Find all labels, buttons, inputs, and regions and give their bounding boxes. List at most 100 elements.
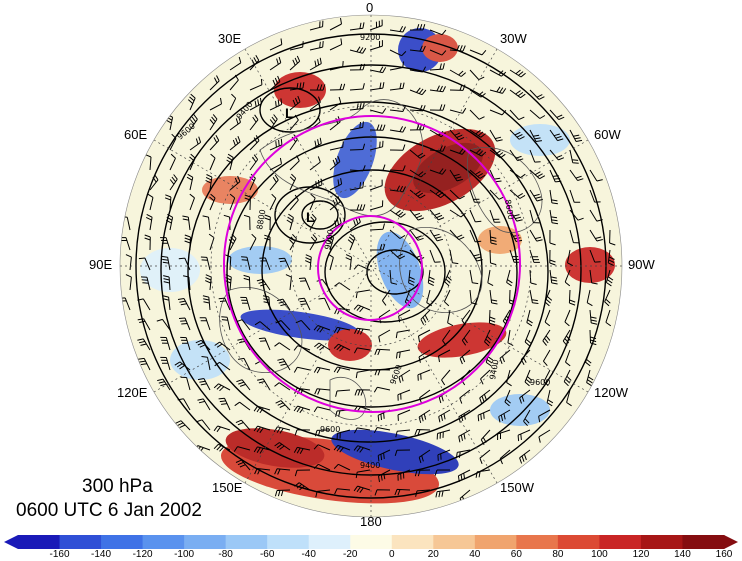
wind-barb (389, 61, 404, 71)
wind-barb (415, 489, 431, 497)
wind-barb (469, 109, 485, 120)
wind-barb (196, 419, 211, 431)
wind-barb (609, 229, 616, 246)
wind-barb (389, 209, 406, 218)
wind-barb (509, 149, 524, 162)
wind-barb (489, 289, 498, 305)
wind-barb (549, 169, 562, 183)
wind-barb (469, 89, 486, 98)
wind-barb (241, 256, 251, 271)
lon-label-120e: 120E (117, 385, 148, 400)
wind-barb (489, 149, 506, 159)
wind-barb (397, 469, 411, 481)
wind-barb (182, 215, 191, 231)
wind-barb (264, 214, 271, 231)
colorbar-swatch (142, 535, 185, 549)
wind-barb (397, 409, 411, 421)
wind-barb (226, 153, 234, 171)
wind-barb (509, 189, 526, 199)
wind-barb (585, 349, 592, 367)
wind-barb (589, 309, 598, 325)
wind-barb (354, 327, 371, 335)
wind-barb (484, 329, 492, 347)
low-pressure-marker: L (306, 209, 315, 225)
contour-label: 9600 (530, 378, 550, 387)
wind-barb (549, 209, 559, 225)
wind-barb (542, 329, 551, 346)
wind-barb (275, 320, 291, 331)
wind-barb (538, 409, 551, 423)
wind-barb (418, 329, 431, 343)
wind-barb (229, 136, 241, 151)
wind-barb (461, 309, 471, 326)
wind-barb (177, 398, 191, 411)
wind-barb (418, 449, 431, 464)
wind-barb (214, 361, 231, 371)
lon-label-0: 0 (366, 0, 374, 15)
wind-barb (449, 44, 466, 52)
wind-barb (394, 488, 411, 496)
wind-barb (243, 274, 251, 291)
wind-barb (549, 249, 556, 266)
wind-barb (569, 189, 581, 203)
wind-barb (273, 426, 291, 434)
contour-label: 9400 (488, 359, 500, 381)
wind-barb (586, 289, 593, 307)
wind-barb (309, 193, 316, 211)
wind-barb (489, 86, 507, 94)
wind-barb (235, 459, 251, 471)
wind-barb (449, 229, 465, 241)
colorbar-swatch (516, 535, 559, 549)
wind-barb (389, 165, 406, 172)
wind-barb (147, 193, 154, 211)
wind-barb (549, 109, 565, 121)
wind-barb (269, 56, 282, 71)
wind-barb (355, 289, 371, 299)
wind-barb (435, 489, 451, 498)
wind-barb (269, 98, 283, 111)
wind-barb (269, 38, 283, 51)
wind-barb (546, 389, 554, 407)
wind-barb (564, 269, 571, 287)
wind-barb (389, 25, 406, 33)
valid-time-label: 0600 UTC 6 Jan 2002 (16, 500, 202, 521)
wind-barb (209, 75, 220, 91)
wind-barb (309, 178, 323, 191)
colorbar-swatch (308, 535, 351, 549)
wind-barb (274, 382, 291, 391)
wind-barb (228, 233, 237, 251)
wind-barb (160, 336, 171, 351)
wind-barb (353, 347, 371, 354)
wind-barb (354, 389, 371, 396)
wind-barb (353, 445, 371, 453)
parallel (290, 185, 452, 347)
wind-barb (221, 316, 231, 331)
colorbar-tick-label: -100 (174, 549, 195, 560)
wind-barb (469, 49, 487, 56)
wind-barb (163, 275, 171, 291)
wind-barb (449, 148, 467, 155)
wind-barb (313, 366, 331, 374)
wind-barb (504, 389, 511, 407)
wind-barb (389, 269, 398, 285)
wind-barb (389, 105, 406, 112)
anomaly-blob (413, 142, 483, 194)
wind-barb (455, 449, 471, 459)
wind-barb (529, 289, 539, 304)
contour-label: 9000 (323, 229, 335, 251)
wind-barb (381, 289, 391, 306)
wind-barb (569, 129, 583, 142)
wind-barb (414, 429, 431, 436)
wind-barb (293, 446, 311, 455)
wind-barb (314, 388, 331, 395)
wind-barb (253, 405, 271, 414)
wind-barb (200, 256, 211, 271)
wind-barb (369, 19, 383, 31)
wind-barb (274, 489, 291, 497)
colorbar-tick-label: 40 (469, 549, 481, 560)
coastline (219, 287, 303, 373)
wind-barb (243, 214, 251, 231)
low-markers: L L (285, 105, 315, 225)
wind-barb (475, 469, 491, 478)
wind-barb (529, 109, 546, 119)
